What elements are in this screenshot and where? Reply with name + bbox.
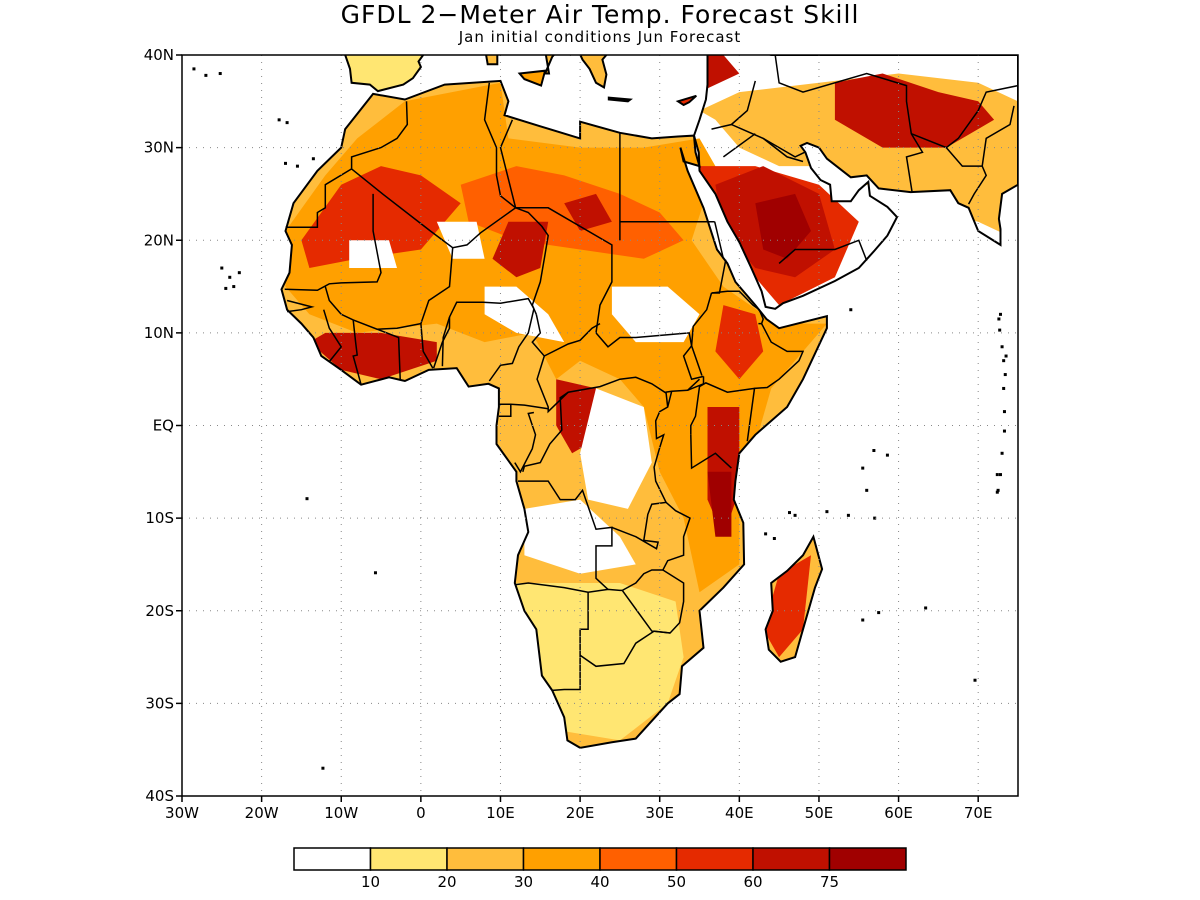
skill-region-17 xyxy=(660,55,740,92)
colorbar-swatch xyxy=(371,848,448,870)
island-24 xyxy=(872,449,875,452)
island-7 xyxy=(224,287,227,290)
island-11 xyxy=(321,767,324,770)
island-39 xyxy=(996,473,999,476)
island-14 xyxy=(861,467,864,470)
island-33 xyxy=(1002,359,1005,362)
island-44 xyxy=(219,72,222,75)
lon-tick-label: 40E xyxy=(725,804,754,822)
island-0 xyxy=(284,162,287,165)
island-1 xyxy=(296,165,299,168)
map-layer xyxy=(173,4,1018,796)
island-42 xyxy=(849,308,852,311)
europe-fill-2 xyxy=(576,41,652,87)
island-19 xyxy=(847,514,850,517)
colorbar: 10 20 30 40 50 60 75 xyxy=(294,848,906,891)
island-23 xyxy=(865,489,868,492)
island-45 xyxy=(192,67,195,70)
latitude-tick-labels: 40N 30N 20N 10N EQ 10S 20S 30S 40S xyxy=(144,46,182,805)
lat-tick-label: EQ xyxy=(153,417,174,435)
lon-tick-label: 30W xyxy=(165,804,199,822)
skill-region-1 xyxy=(516,583,683,740)
colorbar-swatch xyxy=(447,848,524,870)
longitude-tick-labels: 30W 20W 10W 0 10E 20E 30E 40E 50E 60E 70E xyxy=(165,796,992,822)
island-5 xyxy=(232,285,235,288)
colorbar-swatch xyxy=(677,848,754,870)
europe-fill-0 xyxy=(345,23,446,92)
colorbar-swatch xyxy=(830,848,907,870)
colorbar-swatch xyxy=(600,848,677,870)
island-41 xyxy=(974,679,977,682)
island-31 xyxy=(1002,387,1005,390)
island-4 xyxy=(228,276,231,279)
island-47 xyxy=(204,74,207,77)
colorbar-label: 40 xyxy=(590,873,609,891)
skill-fill-layer xyxy=(282,4,1019,748)
island-35 xyxy=(998,329,1001,332)
lon-tick-label: 30E xyxy=(645,804,674,822)
island-10 xyxy=(374,571,377,574)
island-34 xyxy=(1001,345,1004,348)
lon-tick-label: 20E xyxy=(566,804,595,822)
island-20 xyxy=(794,514,797,517)
lat-tick-label: 10S xyxy=(145,509,174,527)
island-15 xyxy=(861,619,864,622)
island-12 xyxy=(764,532,767,535)
island-28 xyxy=(1001,452,1004,455)
island-43 xyxy=(278,118,281,121)
skill-region-23 xyxy=(349,240,397,268)
island-40 xyxy=(996,491,999,494)
lon-tick-label: 10W xyxy=(324,804,358,822)
island-9 xyxy=(306,497,309,500)
island-6 xyxy=(220,267,223,270)
colorbar-label: 50 xyxy=(667,873,686,891)
island-2 xyxy=(312,157,315,160)
colorbar-label: 10 xyxy=(361,873,380,891)
colorbar-label: 30 xyxy=(514,873,533,891)
lon-tick-label: 20W xyxy=(245,804,279,822)
lon-tick-label: 10E xyxy=(486,804,515,822)
island-8 xyxy=(238,271,241,274)
island-17 xyxy=(924,606,927,609)
colorbar-label: 20 xyxy=(437,873,456,891)
lat-tick-label: 30S xyxy=(145,694,174,712)
lat-tick-label: 20N xyxy=(144,231,174,249)
lon-tick-label: 60E xyxy=(884,804,913,822)
island-3 xyxy=(286,121,289,124)
island-21 xyxy=(788,511,791,514)
lat-tick-label: 40S xyxy=(145,787,174,805)
island-25 xyxy=(886,454,889,457)
lon-tick-label: 0 xyxy=(416,804,426,822)
island-30 xyxy=(1003,410,1006,413)
colorbar-swatch xyxy=(753,848,830,870)
lat-tick-label: 40N xyxy=(144,46,174,64)
lat-tick-label: 30N xyxy=(144,139,174,157)
island-36 xyxy=(997,317,1000,320)
lon-tick-label: 70E xyxy=(964,804,993,822)
colorbar-swatch xyxy=(524,848,601,870)
island-22 xyxy=(825,510,828,513)
island-37 xyxy=(999,313,1002,316)
colorbar-label: 75 xyxy=(820,873,839,891)
island-27 xyxy=(999,473,1002,476)
colorbar-label: 60 xyxy=(743,873,762,891)
island-29 xyxy=(1003,430,1006,433)
island-13 xyxy=(773,537,776,540)
island-32 xyxy=(1004,373,1007,376)
island-38 xyxy=(1005,355,1008,358)
lat-tick-label: 10N xyxy=(144,324,174,342)
island-16 xyxy=(877,611,880,614)
colorbar-swatch xyxy=(294,848,371,870)
coastline-8 xyxy=(609,98,631,102)
lon-tick-label: 50E xyxy=(805,804,834,822)
lat-tick-label: 20S xyxy=(145,602,174,620)
